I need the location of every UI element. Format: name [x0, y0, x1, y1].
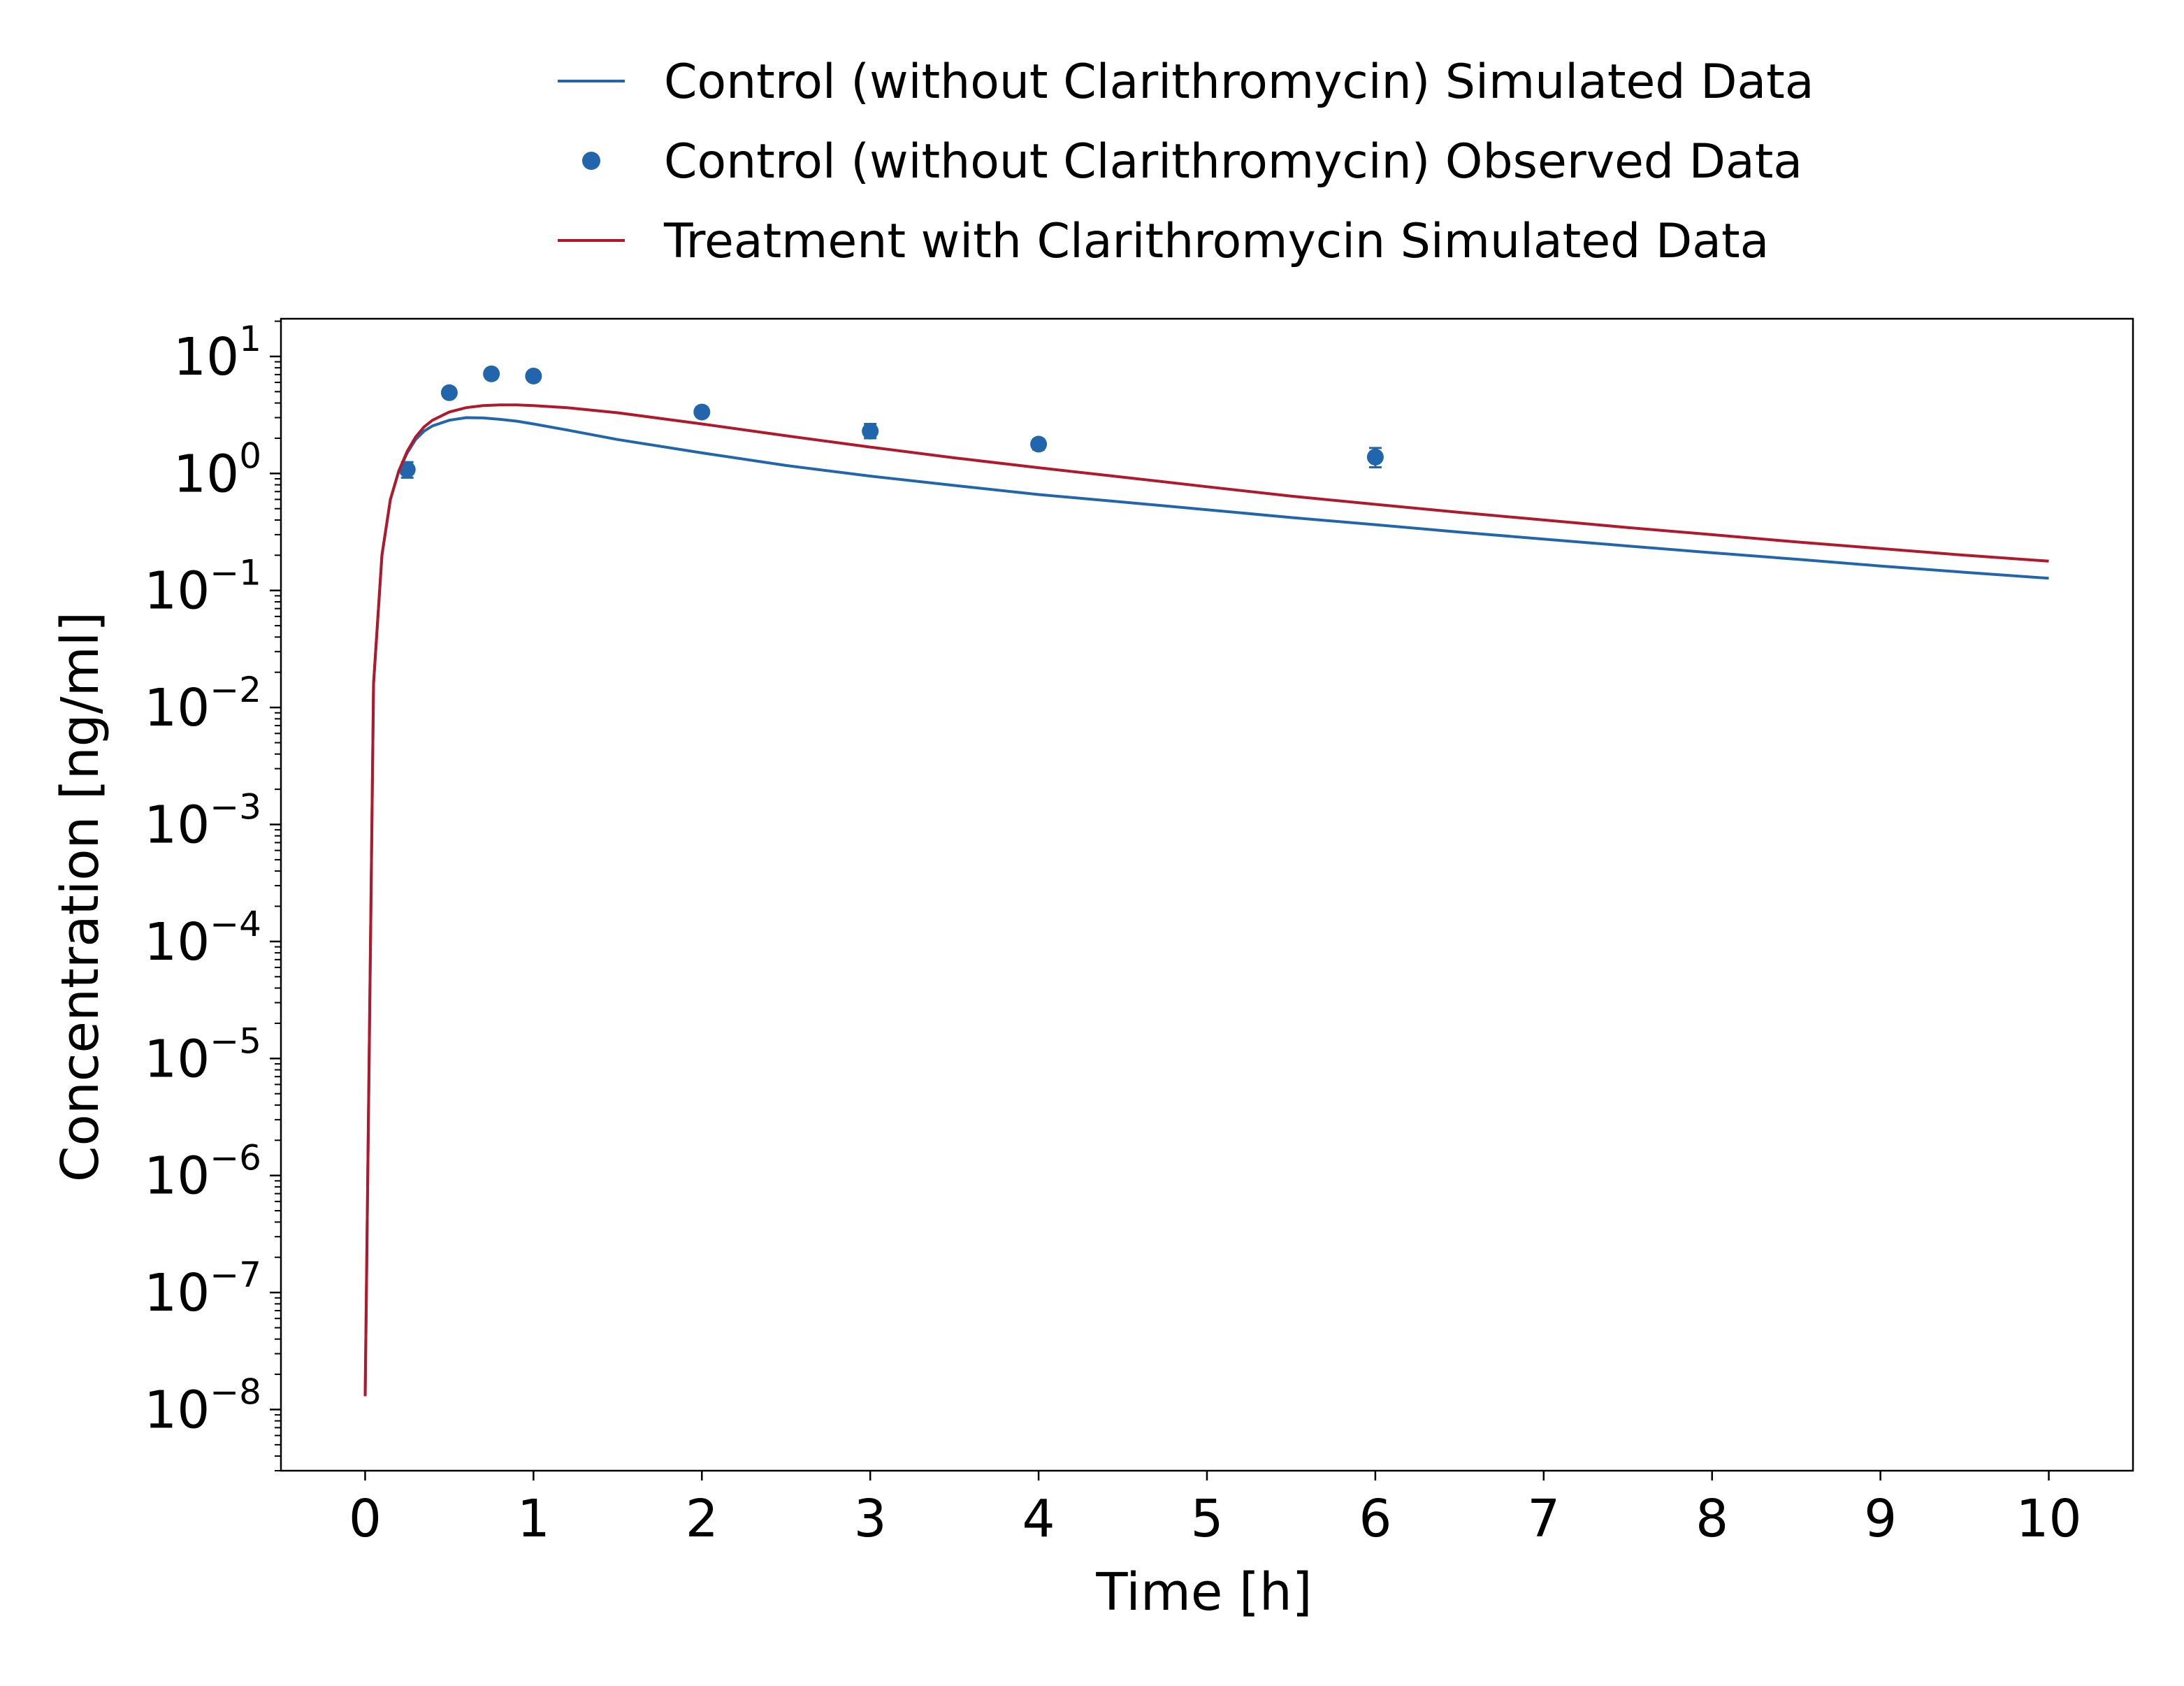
- x-tick-label: 5: [1190, 1489, 1223, 1549]
- x-tick-label: 0: [349, 1489, 382, 1549]
- x-axis: 0 1 2 3 4 5 6 7 8 9 10: [349, 1471, 2082, 1549]
- observed-point: [862, 422, 879, 440]
- y-tick-label: 10−7: [144, 1255, 261, 1323]
- y-tick-label: 10−5: [144, 1021, 261, 1089]
- x-tick-label: 7: [1527, 1489, 1560, 1549]
- legend-label: Treatment with Clarithromycin Simulated …: [663, 214, 1769, 269]
- legend-label: Control (without Clarithromycin) Observe…: [664, 134, 1802, 189]
- x-tick-label: 6: [1359, 1489, 1391, 1549]
- x-tick-label: 4: [1022, 1489, 1055, 1549]
- observed-point: [1366, 448, 1384, 466]
- series-line: [363, 403, 2049, 1397]
- observed-point: [1030, 435, 1048, 453]
- observed-point: [525, 367, 542, 384]
- observed-point: [440, 384, 458, 401]
- x-tick-label: 8: [1695, 1489, 1728, 1549]
- y-tick-label: 10−8: [144, 1371, 261, 1440]
- x-tick-label: 10: [2016, 1489, 2081, 1549]
- series-line: [363, 416, 2049, 1397]
- y-tick-label: 10−6: [144, 1138, 261, 1206]
- y-tick-label: 10−2: [144, 670, 261, 738]
- y-tick-label: 10−1: [144, 553, 261, 621]
- x-tick-label: 3: [854, 1489, 887, 1549]
- observed-point: [398, 461, 416, 478]
- legend: Control (without Clarithromycin) Simulat…: [558, 55, 1814, 269]
- x-tick-label: 2: [686, 1489, 718, 1549]
- legend-marker-swatch: [582, 152, 600, 170]
- x-tick-label: 1: [517, 1489, 550, 1549]
- observed-point: [693, 403, 711, 421]
- y-axis: 10−8 10−7 10−6 10−5 10−4 10−3 10−2 10−1 100 101: [144, 319, 281, 1471]
- y-tick-label: 10−4: [144, 904, 261, 972]
- y-axis-label: Concentration [ng/ml]: [50, 612, 110, 1182]
- x-axis-label: Time [h]: [1095, 1562, 1312, 1622]
- x-tick-label: 9: [1864, 1489, 1897, 1549]
- observed-point: [483, 365, 500, 382]
- legend-label: Control (without Clarithromycin) Simulat…: [664, 55, 1814, 110]
- series-layer: [363, 365, 2049, 1397]
- y-tick-label: 100: [173, 435, 261, 504]
- y-tick-label: 10−3: [144, 787, 261, 856]
- plot-area-frame: [280, 317, 2134, 1472]
- y-tick-label: 101: [173, 319, 261, 387]
